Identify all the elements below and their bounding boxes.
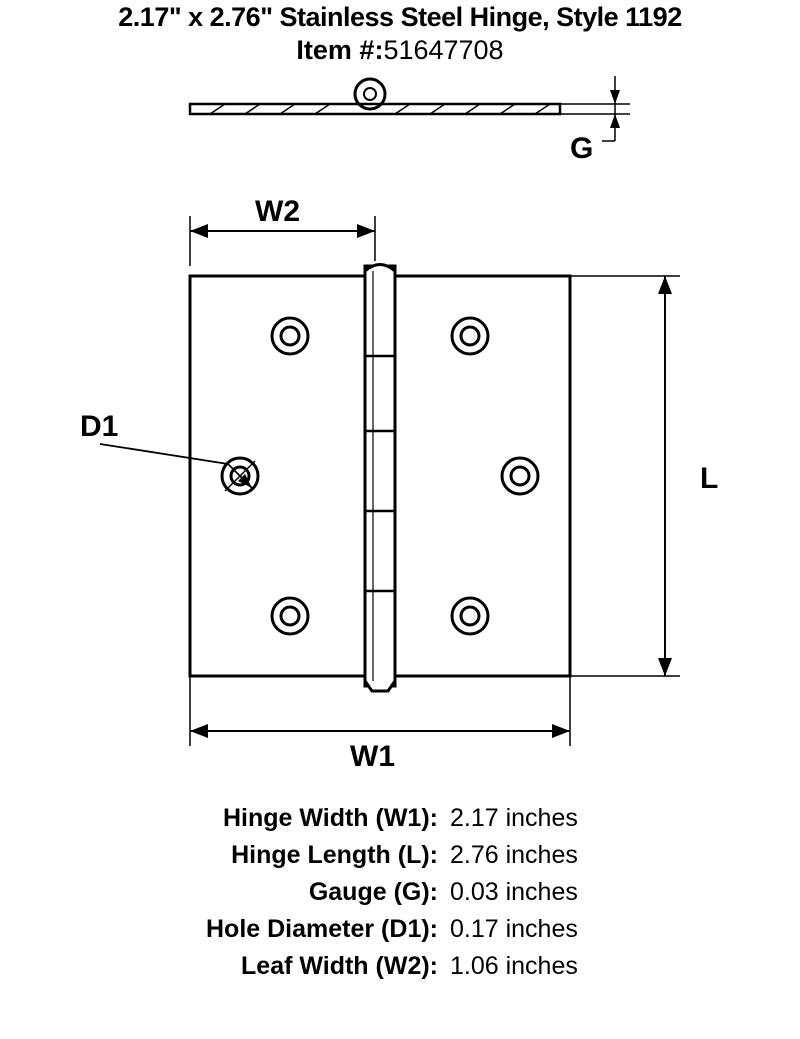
specs-table: Hinge Width (W1): 2.17 inches Hinge Leng… (0, 804, 800, 981)
item-label: Item #: (296, 35, 383, 65)
w2-dimension: W2 (190, 195, 375, 266)
label-w1: W1 (350, 740, 395, 773)
spec-label: Hinge Length (L): (120, 841, 450, 870)
hole-top-right (452, 318, 488, 354)
spec-value: 1.06 inches (450, 952, 680, 981)
label-d1: D1 (80, 410, 118, 443)
spec-label: Gauge (G): (120, 878, 450, 907)
hole-bot-left (272, 598, 308, 634)
hole-bot-right (452, 598, 488, 634)
hole-top-left (272, 318, 308, 354)
hole-mid-right (502, 458, 538, 494)
gauge-callout: G (560, 76, 630, 165)
spec-label: Leaf Width (W2): (120, 952, 450, 981)
hinge-front-view (190, 265, 570, 692)
label-g: G (570, 132, 593, 165)
spec-label: Hole Diameter (D1): (120, 915, 450, 944)
product-title: 2.17" x 2.76" Stainless Steel Hinge, Sty… (0, 0, 800, 33)
hinge-diagram: G W2 (0, 66, 800, 786)
item-number-line: Item #:51647708 (0, 35, 800, 66)
spec-label: Hinge Width (W1): (120, 804, 450, 833)
spec-value: 0.17 inches (450, 915, 680, 944)
label-l: L (700, 462, 718, 495)
label-w2: W2 (255, 195, 300, 228)
l-dimension: L (570, 276, 718, 676)
spec-value: 2.76 inches (450, 841, 680, 870)
spec-value: 0.03 inches (450, 878, 680, 907)
item-number: 51647708 (383, 35, 503, 65)
spec-value: 2.17 inches (450, 804, 680, 833)
edge-view (190, 79, 560, 114)
